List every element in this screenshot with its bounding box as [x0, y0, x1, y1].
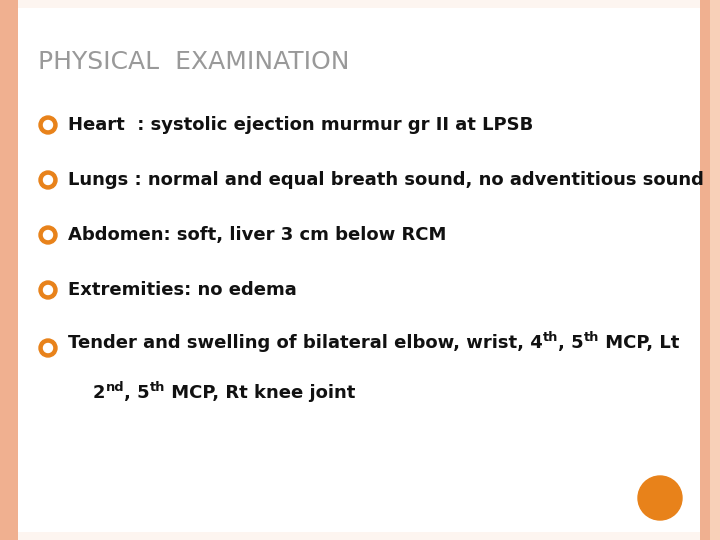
Circle shape: [39, 339, 57, 357]
Circle shape: [43, 343, 53, 353]
Text: 2: 2: [68, 384, 106, 402]
Text: Heart  : systolic ejection murmur gr II at LPSB: Heart : systolic ejection murmur gr II a…: [68, 116, 534, 134]
Text: th: th: [584, 331, 599, 344]
Circle shape: [39, 171, 57, 189]
Bar: [700, 0, 710, 540]
Circle shape: [43, 231, 53, 240]
Bar: [710, 0, 720, 540]
Circle shape: [43, 286, 53, 294]
Circle shape: [39, 281, 57, 299]
Text: , 5: , 5: [124, 384, 150, 402]
Text: Abdomen: soft, liver 3 cm below RCM: Abdomen: soft, liver 3 cm below RCM: [68, 226, 446, 244]
Text: th: th: [543, 331, 558, 344]
Text: Extremities: no edema: Extremities: no edema: [68, 281, 297, 299]
Text: PHYSICAL  EXAMINATION: PHYSICAL EXAMINATION: [38, 50, 349, 74]
Text: MCP, Rt knee joint: MCP, Rt knee joint: [165, 384, 356, 402]
Text: Lungs : normal and equal breath sound, no adventitious sound: Lungs : normal and equal breath sound, n…: [68, 171, 704, 189]
Circle shape: [43, 120, 53, 130]
Text: Tender and swelling of bilateral elbow, wrist, 4: Tender and swelling of bilateral elbow, …: [68, 334, 543, 352]
Circle shape: [39, 116, 57, 134]
Text: th: th: [150, 381, 165, 394]
Bar: [0, 0, 18, 540]
Text: MCP, Lt: MCP, Lt: [599, 334, 680, 352]
Circle shape: [43, 176, 53, 185]
Text: , 5: , 5: [558, 334, 584, 352]
Circle shape: [638, 476, 682, 520]
Text: nd: nd: [106, 381, 124, 394]
Circle shape: [39, 226, 57, 244]
